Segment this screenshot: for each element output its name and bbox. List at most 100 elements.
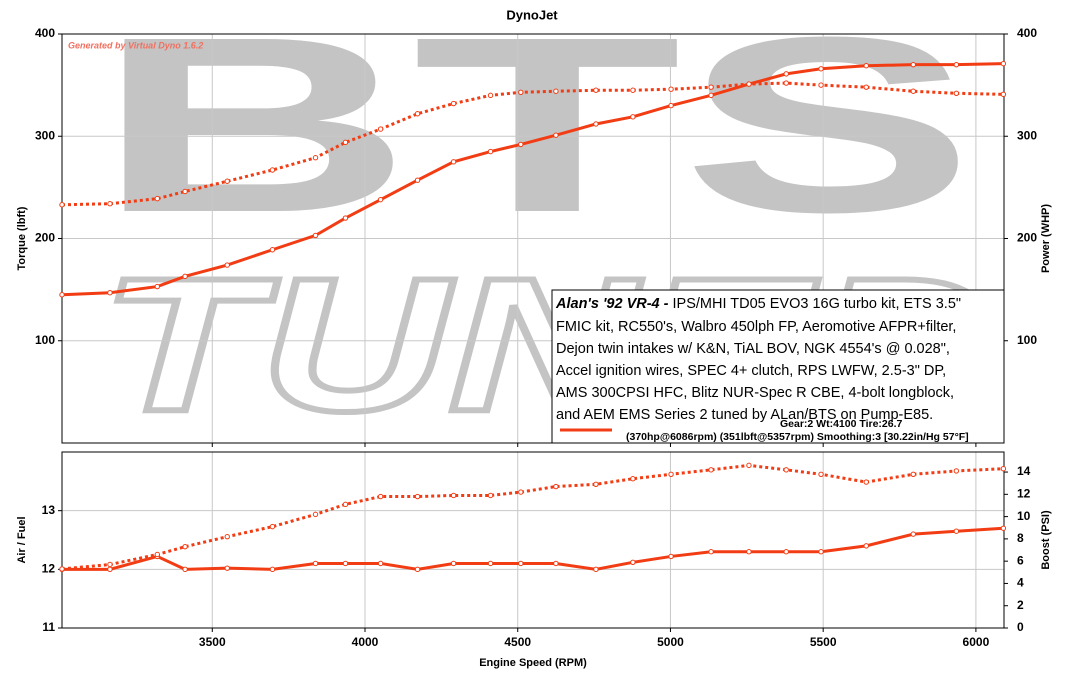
data-point xyxy=(783,80,789,86)
data-point xyxy=(182,188,188,195)
data-point xyxy=(630,476,636,482)
data-point xyxy=(746,462,752,469)
data-point xyxy=(553,483,559,490)
y2-tick-label: 400 xyxy=(1017,26,1037,40)
data-point xyxy=(450,159,457,165)
x-tick-label: 4000 xyxy=(352,635,379,649)
data-point xyxy=(910,471,916,477)
data-point xyxy=(182,566,188,573)
data-point xyxy=(269,566,276,573)
annotation-line: AMS 300CPSI HFC, Blitz NUR-Spec R CBE, 4… xyxy=(556,385,954,401)
data-point xyxy=(818,471,824,477)
x-tick-label: 5500 xyxy=(810,635,837,649)
data-point xyxy=(910,88,916,94)
data-point xyxy=(708,92,714,99)
data-point xyxy=(312,511,319,518)
data-point xyxy=(224,565,230,571)
data-point xyxy=(910,61,916,68)
y-axis-title: Air / Fuel xyxy=(16,516,28,563)
y2-tick-label: 8 xyxy=(1017,531,1024,545)
data-point xyxy=(668,102,674,109)
data-point xyxy=(518,89,524,95)
data-point xyxy=(1000,466,1007,472)
data-point xyxy=(107,201,113,207)
data-point xyxy=(224,262,230,268)
data-point xyxy=(553,560,559,567)
data-point xyxy=(59,566,65,572)
data-point xyxy=(414,111,421,117)
y-tick-label: 300 xyxy=(35,128,55,142)
data-point xyxy=(593,121,599,127)
y2-tick-label: 2 xyxy=(1017,598,1024,612)
data-point xyxy=(668,86,674,92)
data-point xyxy=(59,202,65,208)
data-point xyxy=(487,492,494,499)
data-point xyxy=(107,566,113,573)
data-point xyxy=(953,528,960,534)
data-point xyxy=(593,481,599,488)
y2-axis-title: Power (WHP) xyxy=(1040,204,1052,273)
annotation-frame xyxy=(551,289,1005,444)
data-point xyxy=(668,471,674,477)
data-point xyxy=(342,501,349,508)
data-point xyxy=(414,493,421,500)
y2-tick-label: 10 xyxy=(1017,509,1031,523)
data-point xyxy=(450,560,457,567)
data-point xyxy=(910,531,916,537)
plot-frame xyxy=(61,451,1005,629)
annotation-box: Alan's '92 VR-4 - IPS/MHI TD05 EVO3 16G … xyxy=(551,289,1005,444)
data-point xyxy=(518,489,524,495)
data-point xyxy=(224,533,230,540)
y2-tick-label: 200 xyxy=(1017,231,1037,245)
y-tick-label: 11 xyxy=(42,620,55,634)
data-point xyxy=(553,88,559,94)
data-point xyxy=(342,139,349,146)
data-point xyxy=(630,87,636,93)
data-point xyxy=(450,100,457,107)
data-point xyxy=(593,566,599,573)
y2-tick-label: 12 xyxy=(1017,487,1031,501)
y-tick-label: 12 xyxy=(42,562,56,576)
data-point xyxy=(863,479,869,485)
data-point xyxy=(59,292,65,298)
data-point xyxy=(953,468,960,474)
annotation-heading: Alan's '92 VR-4 - xyxy=(555,296,669,312)
data-point xyxy=(107,289,113,296)
y2-tick-label: 4 xyxy=(1017,576,1024,590)
data-point xyxy=(487,148,494,155)
annotation-line: Accel ignition wires, SPEC 4+ clutch, RP… xyxy=(556,363,946,379)
y-axis-title: Torque (lbft) xyxy=(16,206,28,270)
data-point xyxy=(377,126,384,132)
annotation-line: Alan's '92 VR-4 - IPS/MHI TD05 EVO3 16G … xyxy=(555,296,961,312)
data-point xyxy=(414,566,421,573)
data-point xyxy=(269,523,276,530)
x-tick-label: 6000 xyxy=(963,635,990,649)
data-point xyxy=(487,560,494,567)
data-point xyxy=(818,82,824,88)
y2-tick-label: 0 xyxy=(1017,620,1024,634)
data-point xyxy=(630,114,636,120)
data-point xyxy=(518,141,524,148)
data-point xyxy=(154,551,160,558)
data-point xyxy=(154,195,160,202)
data-point xyxy=(593,87,599,93)
data-point xyxy=(553,132,559,138)
y2-axis-title: Boost (PSI) xyxy=(1040,510,1052,570)
data-point xyxy=(312,560,319,567)
y2-tick-label: 6 xyxy=(1017,553,1024,567)
y2-tick-label: 14 xyxy=(1017,464,1031,478)
credit: Generated by Virtual Dyno 1.6.2 xyxy=(68,40,203,50)
data-point xyxy=(708,467,714,473)
x-tick-label: 5000 xyxy=(657,635,684,649)
chart-title: DynoJet xyxy=(506,7,558,22)
data-point xyxy=(783,467,789,473)
annotation-line: FMIC kit, RC550's, Walbro 450lph FP, Aer… xyxy=(556,319,956,335)
data-point xyxy=(182,273,188,280)
data-point xyxy=(783,549,789,555)
y-tick-label: 13 xyxy=(42,503,56,517)
data-point xyxy=(342,560,349,567)
data-point xyxy=(746,81,752,87)
y-tick-label: 200 xyxy=(35,231,55,245)
data-point xyxy=(450,492,457,499)
data-point xyxy=(269,247,276,253)
